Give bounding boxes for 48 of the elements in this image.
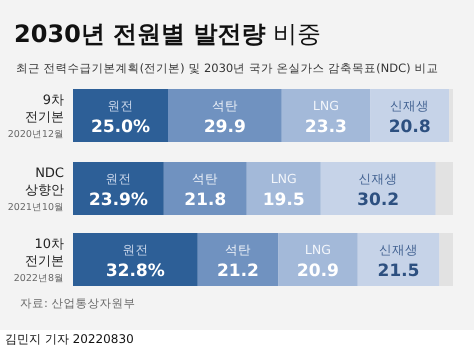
data-label: 23.3 (304, 117, 347, 137)
data-label: 20.8 (388, 117, 431, 137)
bar (198, 233, 278, 286)
text: 김민지 기자 20220830 (5, 332, 134, 346)
data-label: 21.5 (377, 261, 420, 281)
text: 석탄 (224, 242, 251, 257)
text: 2022년8월 (14, 273, 64, 284)
text: 원전 (105, 171, 132, 186)
bar (278, 233, 358, 286)
text: 2020년12월 (8, 129, 64, 140)
data-label: 20.9 (296, 261, 339, 281)
text: 신재생 (358, 171, 398, 186)
data-label: 23.9% (88, 190, 148, 210)
bar (358, 233, 440, 286)
data-label: 25.0% (91, 117, 150, 137)
bar (246, 162, 321, 215)
chart-subtitle: 최근 전력수급기본계획(전기본) 및 2030년 국가 온실가스 감축목표(NDC) 비교 (16, 61, 438, 75)
bar (164, 162, 247, 215)
data-label: 21.8 (184, 190, 226, 210)
bar (73, 89, 168, 142)
series-label: 원전 (108, 98, 134, 113)
text: LNG (304, 242, 331, 257)
text: 2021년10월 (8, 202, 64, 213)
text: 신재생 (378, 242, 418, 257)
y-tick-label: NDC 상향안 (25, 166, 64, 198)
data-label: 21.2 (216, 261, 259, 281)
text: 자료: 산업통상자원부 (20, 296, 136, 310)
bar (320, 162, 436, 215)
bar (282, 89, 370, 142)
chart-title: 2030년 전원별 발전량 비중 (14, 20, 322, 48)
bar (436, 162, 453, 215)
text: 원전 (122, 242, 148, 257)
data-label: 19.5 (262, 190, 305, 210)
data-label: 30.2 (357, 190, 400, 210)
series-label: 석탄 (212, 98, 238, 113)
series-label: LNG (312, 98, 339, 113)
text: LNG (270, 171, 297, 186)
text: 석탄 (192, 171, 218, 186)
data-label: 29.9 (204, 117, 246, 137)
bar (449, 89, 453, 142)
y-tick-label: 10차 전기본 (25, 237, 64, 269)
series-label: 신재생 (390, 98, 430, 113)
bar (168, 89, 282, 142)
bar (439, 233, 453, 286)
y-tick-label: 9차 전기본 (25, 93, 64, 125)
data-label: 32.8% (106, 261, 165, 281)
bar (73, 233, 198, 286)
bar (73, 162, 164, 215)
